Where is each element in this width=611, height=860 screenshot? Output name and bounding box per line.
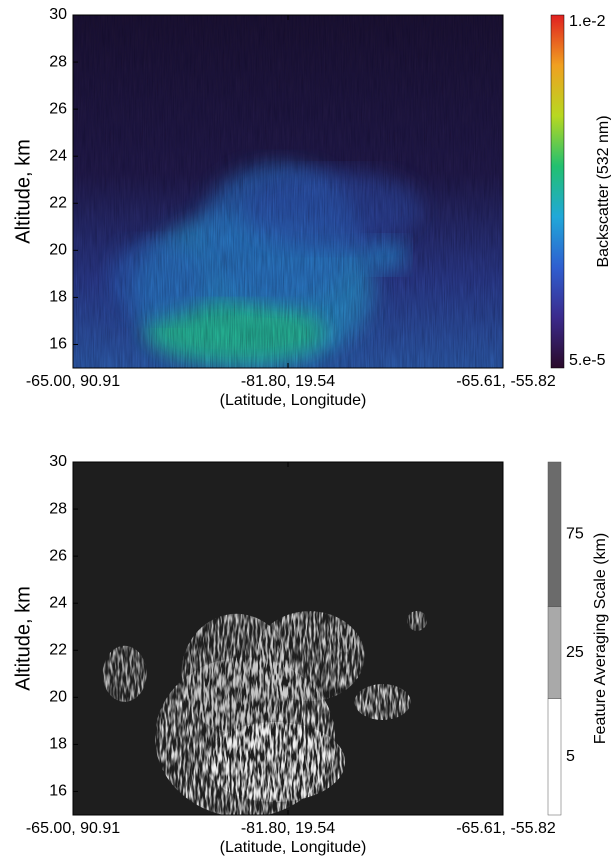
y-tick-label: 30 xyxy=(49,6,67,23)
raster-blob xyxy=(254,611,365,702)
y-tick-label: 24 xyxy=(49,147,67,164)
y-tick-label: 20 xyxy=(49,689,67,706)
x-tick-label: -65.00, 90.91 xyxy=(26,373,120,390)
y-tick-label: 28 xyxy=(49,53,67,70)
x-axis-label: (Latitude, Longitude) xyxy=(220,392,367,409)
y-tick-label: 22 xyxy=(49,194,67,211)
y-tick-label: 22 xyxy=(49,641,67,658)
y-tick-label: 16 xyxy=(49,783,67,800)
panel: 16 18 20 22 24 26 28 30 -65.00, 90.91 -81.80, 19.… xyxy=(12,453,609,856)
colorbar xyxy=(550,14,565,369)
y-axis-label: Altitude, km xyxy=(12,586,34,690)
x-tick-label: -65.00, 90.91 xyxy=(26,820,120,837)
colorbar-tick-label: 5.e-5 xyxy=(569,352,606,369)
y-tick-label: 18 xyxy=(49,289,67,306)
colorbar-tick-label: 75 xyxy=(566,526,584,543)
raster-blob xyxy=(102,645,147,702)
y-tick-label: 24 xyxy=(49,594,67,611)
colorbar-label: Feature Averaging Scale (km) xyxy=(592,533,609,744)
panel: 16 18 20 22 24 26 28 30 -65.00, 90.91 -81.80, 19.… xyxy=(12,6,611,409)
y-tick-label: 26 xyxy=(49,100,67,117)
colorbar-segment xyxy=(547,698,562,816)
colorbar-tick-label: 1.e-2 xyxy=(569,13,606,30)
x-tick-label: -65.61, -55.82 xyxy=(456,373,556,390)
colorbar-label: Backscatter (532 nm) xyxy=(595,115,611,267)
y-tick-label: 16 xyxy=(49,336,67,353)
raster-blob xyxy=(331,624,356,653)
x-tick-label: -65.61, -55.82 xyxy=(456,820,556,837)
raster-blob xyxy=(205,722,346,803)
raster-blob xyxy=(354,684,411,721)
raster xyxy=(73,15,503,368)
y-tick-label: 18 xyxy=(49,736,67,753)
x-tick-label: -81.80, 19.54 xyxy=(241,373,335,390)
y-tick-label: 20 xyxy=(49,242,67,259)
raster-noise xyxy=(73,15,503,368)
y-tick-label: 28 xyxy=(49,500,67,517)
x-tick-label: -81.80, 19.54 xyxy=(241,820,335,837)
colorbar-segment xyxy=(547,461,562,607)
colorbar-tick-label: 5 xyxy=(566,748,575,765)
y-tick-label: 30 xyxy=(49,453,67,470)
colorbar-tick-label: 25 xyxy=(566,644,584,661)
y-tick-label: 26 xyxy=(49,547,67,564)
raster xyxy=(73,462,503,815)
colorbar-segment xyxy=(547,606,562,699)
x-axis-label: (Latitude, Longitude) xyxy=(220,839,367,856)
raster-blob xyxy=(407,610,427,631)
y-axis-label: Altitude, km xyxy=(12,139,34,243)
